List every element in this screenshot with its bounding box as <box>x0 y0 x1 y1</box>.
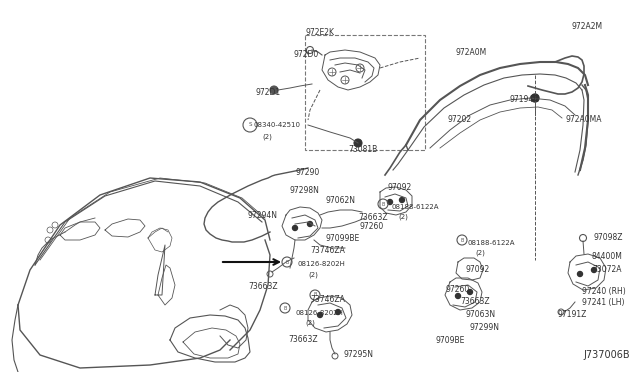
Circle shape <box>292 225 298 231</box>
Text: 97092: 97092 <box>466 265 490 274</box>
Text: 97098Z: 97098Z <box>594 233 623 242</box>
Text: 97191Z: 97191Z <box>557 310 586 319</box>
Text: 97240 (RH): 97240 (RH) <box>582 287 626 296</box>
Text: B: B <box>381 202 385 206</box>
Circle shape <box>577 272 582 276</box>
Text: 97295N: 97295N <box>343 350 373 359</box>
Text: (2): (2) <box>398 214 408 221</box>
Text: 73746ZA: 73746ZA <box>310 295 345 304</box>
Text: J737006B: J737006B <box>584 350 630 360</box>
Text: 97063N: 97063N <box>465 310 495 319</box>
Text: 972E2K: 972E2K <box>306 28 335 37</box>
Text: 97194N: 97194N <box>510 95 540 104</box>
Bar <box>305 35 425 150</box>
Text: 08188-6122A: 08188-6122A <box>467 240 515 246</box>
Text: 73663Z: 73663Z <box>248 282 278 291</box>
Circle shape <box>335 310 340 314</box>
Text: 08188-6122A: 08188-6122A <box>392 204 440 210</box>
Text: 97294N: 97294N <box>248 211 278 220</box>
Text: (2): (2) <box>262 133 272 140</box>
Text: 97099BE: 97099BE <box>325 234 359 243</box>
Text: 73663Z: 73663Z <box>358 213 388 222</box>
Text: 97260: 97260 <box>360 222 384 231</box>
Text: 97299N: 97299N <box>470 323 500 332</box>
Circle shape <box>591 267 596 273</box>
Text: 97241 (LH): 97241 (LH) <box>582 298 625 307</box>
Text: (2): (2) <box>475 250 485 257</box>
Text: 97260: 97260 <box>445 285 469 294</box>
Text: B: B <box>460 237 464 243</box>
Circle shape <box>531 94 539 102</box>
Text: 08126-8202H: 08126-8202H <box>295 310 343 316</box>
Circle shape <box>317 312 323 317</box>
Text: B: B <box>314 292 317 298</box>
Text: 972A0M: 972A0M <box>455 48 486 57</box>
Text: 73663Z: 73663Z <box>460 297 490 306</box>
Text: 73746ZA: 73746ZA <box>310 246 345 255</box>
Text: 97092: 97092 <box>388 183 412 192</box>
Text: 73081B: 73081B <box>348 145 377 154</box>
Circle shape <box>467 289 472 295</box>
Text: 972A2M: 972A2M <box>572 22 603 31</box>
Text: (2): (2) <box>305 320 315 327</box>
Text: 73072A: 73072A <box>592 265 621 274</box>
Text: 84400M: 84400M <box>592 252 623 261</box>
Text: B: B <box>284 305 287 311</box>
Circle shape <box>387 199 392 205</box>
Text: 08340-42510: 08340-42510 <box>254 122 301 128</box>
Circle shape <box>307 221 312 227</box>
Circle shape <box>456 294 461 298</box>
Text: 972D0: 972D0 <box>294 50 319 59</box>
Circle shape <box>354 139 362 147</box>
Text: (2): (2) <box>308 271 318 278</box>
Text: 73663Z: 73663Z <box>288 335 317 344</box>
Text: 97298N: 97298N <box>289 186 319 195</box>
Text: 97062N: 97062N <box>326 196 356 205</box>
Text: 972D1: 972D1 <box>255 88 280 97</box>
Text: 97202: 97202 <box>447 115 471 124</box>
Circle shape <box>399 198 404 202</box>
Text: S: S <box>248 122 252 128</box>
Text: 08126-8202H: 08126-8202H <box>298 261 346 267</box>
Circle shape <box>270 86 278 94</box>
Text: 9709BE: 9709BE <box>435 336 465 345</box>
Text: 972A0MA: 972A0MA <box>565 115 602 124</box>
Text: B: B <box>285 260 289 264</box>
Text: 97290: 97290 <box>295 168 319 177</box>
